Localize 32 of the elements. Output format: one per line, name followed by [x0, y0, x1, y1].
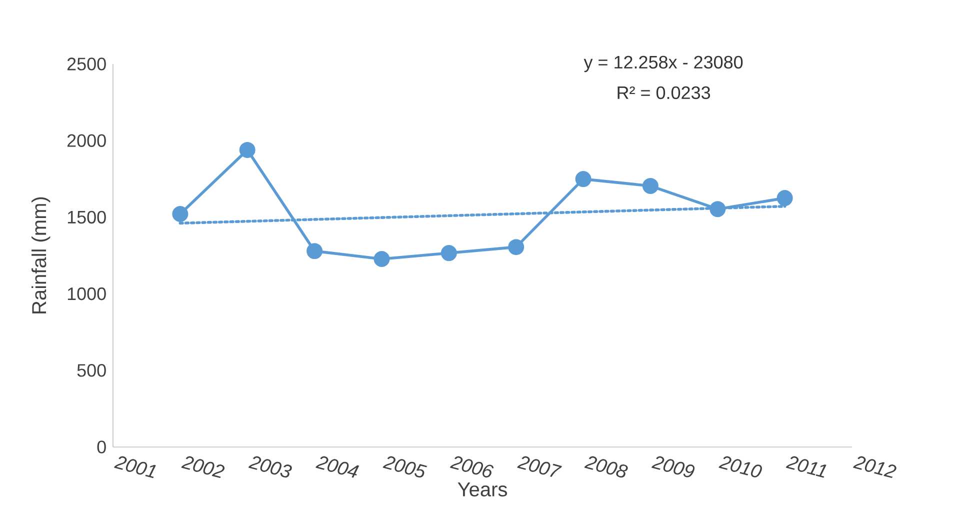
- point: [575, 171, 592, 188]
- x-tick-label: 2012: [852, 456, 896, 478]
- y-tick-label: 0: [97, 440, 106, 454]
- y-tick-label: 1500: [68, 210, 106, 224]
- x-tick-label: 2001: [114, 456, 156, 478]
- y-tick-label: 1000: [68, 287, 106, 300]
- point: [776, 190, 793, 206]
- point: [440, 245, 457, 262]
- x-tick-label: 2008: [584, 456, 628, 478]
- point: [710, 201, 726, 218]
- point: [508, 239, 524, 256]
- point: [172, 206, 188, 222]
- point: [239, 142, 256, 158]
- annotation: y = 12.258x - 23080: [584, 56, 743, 72]
- x-tick-label: 2011: [786, 456, 826, 478]
- x-tick-label: 2002: [181, 456, 225, 478]
- annotation: R² = 0.0233: [618, 86, 710, 100]
- x-tick-label: 2004: [316, 456, 360, 478]
- x-tick-label: 2010: [718, 456, 762, 478]
- x-tick-label: 2005: [382, 456, 428, 478]
- point: [306, 243, 323, 260]
- x-axis-title: Years: [458, 482, 507, 496]
- y-axis-title: Rainfall (mm): [32, 197, 50, 314]
- x-tick-label: 2007: [517, 456, 562, 477]
- x-tick-label: 2006: [450, 456, 494, 478]
- y-tick-label: 500: [77, 364, 106, 377]
- y-tick-label: 2500: [67, 58, 106, 70]
- point: [374, 251, 390, 268]
- y-tick-label: 2000: [67, 134, 106, 147]
- x-tick-label: 2003: [248, 456, 292, 478]
- x-tick-label: 2009: [651, 456, 695, 478]
- point: [642, 178, 658, 194]
